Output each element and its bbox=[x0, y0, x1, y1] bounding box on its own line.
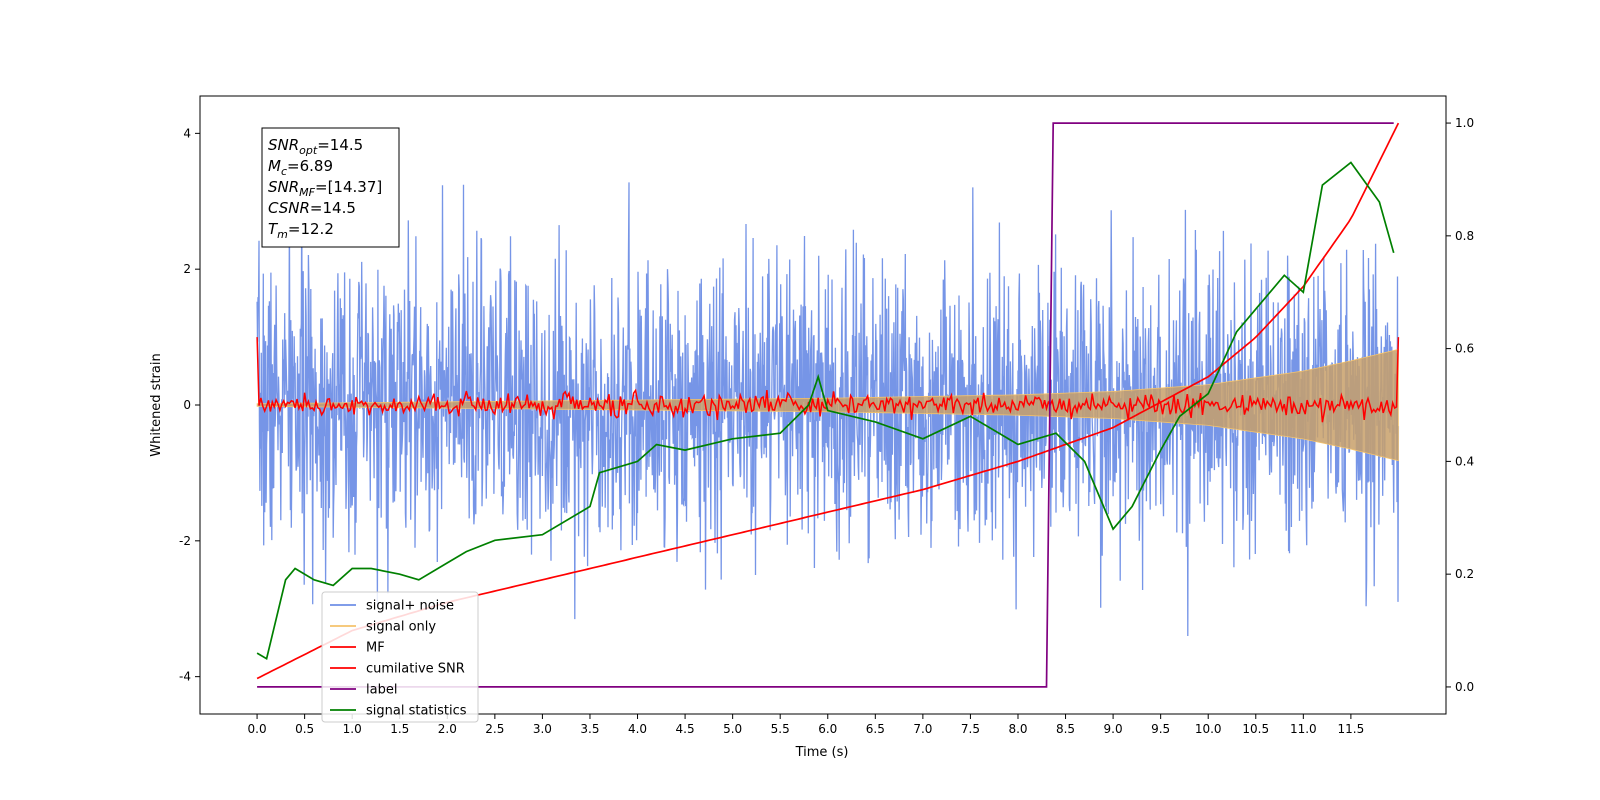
y2-tick-label: 0.4 bbox=[1455, 454, 1474, 468]
x-tick-label: 7.0 bbox=[913, 722, 932, 736]
info-line: SNRMF=[14.37] bbox=[268, 178, 382, 199]
y-axis-label: Whitened strain bbox=[149, 353, 164, 456]
x-tick-label: 6.5 bbox=[866, 722, 885, 736]
x-tick-label: 1.0 bbox=[343, 722, 362, 736]
x-tick-label: 9.5 bbox=[1151, 722, 1170, 736]
x-tick-label: 5.0 bbox=[723, 722, 742, 736]
info-line: CSNR=14.5 bbox=[268, 199, 356, 217]
x-tick-label: 10.0 bbox=[1195, 722, 1222, 736]
legend-frame bbox=[321, 591, 479, 723]
info-line: Mc=6.89 bbox=[268, 157, 333, 178]
legend: signal+ noise signal only MF cumilative SNR… bbox=[321, 591, 479, 723]
x-axis-label: Time (s) bbox=[795, 745, 849, 760]
legend-entry: MF bbox=[366, 641, 385, 656]
x-tick-label: 8.0 bbox=[1008, 722, 1027, 736]
info-box: SNRopt=14.5Mc=6.89SNRMF=[14.37]CSNR=14.5… bbox=[261, 127, 400, 248]
x-tick-label: 7.5 bbox=[961, 722, 980, 736]
x-tick-label: 4.0 bbox=[628, 722, 647, 736]
x-tick-label: 0.5 bbox=[295, 722, 314, 736]
y-tick-label: 4 bbox=[183, 126, 191, 140]
y-tick-label: -2 bbox=[179, 534, 191, 548]
x-tick-label: 11.5 bbox=[1338, 722, 1365, 736]
info-line: Tm=12.2 bbox=[268, 220, 334, 241]
x-tick-label: 9.0 bbox=[1104, 722, 1123, 736]
y2-tick-label: 0.6 bbox=[1455, 342, 1474, 356]
y2-tick-label: 0.0 bbox=[1455, 680, 1474, 694]
info-line: SNRopt=14.5 bbox=[268, 136, 363, 157]
legend-entry: signal+ noise bbox=[366, 599, 454, 614]
y2-tick-label: 1.0 bbox=[1455, 116, 1474, 130]
legend-entry: signal statistics bbox=[366, 704, 467, 719]
series-signal-only-fill bbox=[256, 348, 1399, 462]
x-tick-label: 11.0 bbox=[1290, 722, 1317, 736]
x-tick-label: 8.5 bbox=[1056, 722, 1075, 736]
y-tick-label: 0 bbox=[183, 398, 191, 412]
legend-entry: label bbox=[366, 683, 397, 698]
legend-entry: cumilative SNR bbox=[366, 662, 465, 677]
y2-tick-label: 0.2 bbox=[1455, 567, 1474, 581]
legend-entry: signal only bbox=[366, 620, 436, 635]
x-tick-label: 3.5 bbox=[580, 722, 599, 736]
x-tick-label: 6.0 bbox=[818, 722, 837, 736]
x-tick-label: 2.0 bbox=[438, 722, 457, 736]
x-tick-label: 4.5 bbox=[676, 722, 695, 736]
x-tick-label: 1.5 bbox=[390, 722, 409, 736]
series-signal-statistics-line bbox=[256, 161, 1395, 661]
info-box-frame bbox=[261, 127, 400, 248]
series-label-line bbox=[257, 122, 1394, 688]
y2-tick-label: 0.8 bbox=[1455, 229, 1474, 243]
x-tick-label: 5.5 bbox=[771, 722, 790, 736]
x-tick-label: 10.5 bbox=[1242, 722, 1269, 736]
y-tick-label: -4 bbox=[179, 670, 191, 684]
ticks-layer: 0.0 0.5 1.0 1.5 2.0 2.5 3.0 3.5 4.0 4.5 5.0 5.5 6.0 6… bbox=[179, 116, 1474, 736]
series-signal-noise-line bbox=[256, 182, 1400, 637]
y-tick-label: 2 bbox=[183, 262, 191, 276]
x-tick-label: 0.0 bbox=[248, 722, 267, 736]
x-tick-label: 3.0 bbox=[533, 722, 552, 736]
x-tick-label: 2.5 bbox=[485, 722, 504, 736]
series-mf-line bbox=[256, 337, 1400, 423]
